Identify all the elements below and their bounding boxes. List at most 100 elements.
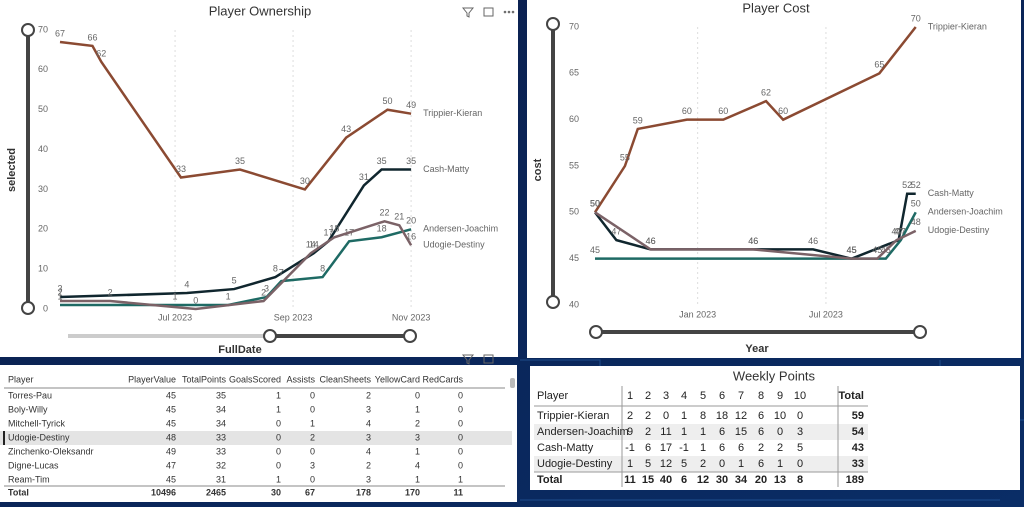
table-cell: 5 — [645, 458, 651, 470]
data-label: 50 — [911, 199, 921, 209]
total-cell: 11 — [624, 474, 636, 486]
column-header: 10 — [794, 390, 806, 402]
table-cell: 33 — [852, 458, 864, 470]
table-cell: 45 — [166, 474, 176, 484]
table-cell: 2 — [758, 442, 764, 454]
table-cell: 0 — [310, 446, 315, 456]
column-header: 6 — [719, 390, 725, 402]
data-label: 21 — [394, 212, 404, 222]
total-cell: Total — [537, 474, 562, 486]
data-label: 18 — [377, 224, 387, 234]
table-cell: 2 — [366, 390, 371, 400]
table-cell: 34 — [216, 418, 226, 428]
total-cell: 189 — [846, 474, 864, 486]
total-cell: 30 — [271, 487, 281, 497]
y-axis-title: selected — [6, 148, 18, 192]
table-cell: 12 — [660, 458, 672, 470]
table-cell: 33 — [216, 446, 226, 456]
column-header: Assists — [286, 374, 315, 384]
data-label: 67 — [55, 28, 65, 38]
legend-label: Udogie-Destiny — [423, 240, 485, 250]
data-label: 35 — [406, 156, 416, 166]
table-cell: 0 — [458, 432, 463, 442]
table-cell: 2 — [415, 418, 420, 428]
table-cell: 2 — [366, 460, 371, 470]
table-cell: 1 — [681, 410, 687, 422]
data-label: 50 — [590, 199, 600, 209]
table-cell: 1 — [415, 474, 420, 484]
data-label: 48 — [911, 217, 921, 227]
x-tick-label: Jul 2023 — [158, 312, 192, 322]
table-cell: 6 — [758, 410, 764, 422]
y-tick-label: 50 — [569, 207, 579, 217]
table-cell: 1 — [310, 418, 315, 428]
x-tick-label: Sep 2023 — [274, 312, 313, 322]
y-tick-label: 40 — [569, 299, 579, 309]
data-label: 46 — [748, 236, 758, 246]
table-cell: 2 — [700, 458, 706, 470]
data-label: 55 — [620, 152, 630, 162]
table-cell: Trippier-Kieran — [537, 410, 609, 422]
data-label: 35 — [235, 156, 245, 166]
column-header: 2 — [645, 390, 651, 402]
selected-row[interactable] — [0, 431, 512, 445]
table-cell: 4 — [366, 446, 371, 456]
table-cell: 1 — [777, 458, 783, 470]
table-cell: 11 — [660, 426, 671, 438]
column-header: 5 — [700, 390, 706, 402]
table-cell: Digne-Lucas — [8, 460, 59, 470]
table-cell: 0 — [458, 418, 463, 428]
table-cell: 1 — [738, 458, 744, 470]
table-cell: Andersen-Joachim — [537, 426, 629, 438]
data-label: 47 — [894, 227, 904, 237]
column-header: RedCards — [422, 374, 463, 384]
data-label: 52 — [902, 180, 912, 190]
table-cell: 33 — [216, 432, 226, 442]
data-label: 20 — [406, 216, 416, 226]
column-header: 7 — [738, 390, 744, 402]
table-cell: 2 — [777, 442, 783, 454]
data-label: 45 — [847, 245, 857, 255]
x-axis-title: FullDate — [218, 344, 261, 356]
table-cell: 1 — [276, 390, 281, 400]
table-cell: 47 — [166, 460, 176, 470]
table-cell: 0 — [458, 460, 463, 470]
table-cell: 1 — [415, 404, 420, 414]
y-range-slider[interactable] — [21, 17, 560, 315]
total-cell: 67 — [305, 487, 315, 497]
table-cell: 6 — [758, 426, 764, 438]
x-range-slider[interactable] — [68, 325, 927, 343]
table-cell: 2 — [627, 410, 633, 422]
total-cell: 12 — [697, 474, 709, 486]
table-cell: 0 — [310, 390, 315, 400]
y-tick-label: 55 — [569, 160, 579, 170]
column-header: Player — [537, 390, 569, 402]
total-cell: Total — [8, 487, 29, 497]
visual-icons[interactable] — [461, 7, 515, 365]
data-label: 46 — [808, 236, 818, 246]
table-cell: 48 — [166, 432, 176, 442]
data-label: 18 — [329, 224, 339, 234]
data-label: 43 — [341, 124, 351, 134]
total-cell: 6 — [681, 474, 687, 486]
data-label: 30 — [300, 176, 310, 186]
data-label: 47 — [611, 227, 621, 237]
table-cell: 1 — [681, 426, 687, 438]
total-cell: 15 — [642, 474, 654, 486]
table-cell: 45 — [166, 418, 176, 428]
table-cell: 0 — [276, 418, 281, 428]
table-cell: 5 — [681, 458, 687, 470]
table-cell: 6 — [719, 442, 725, 454]
table-cell: 6 — [758, 458, 764, 470]
data-label: 47 — [891, 227, 901, 237]
table-cell: 0 — [777, 426, 783, 438]
data-label: 35 — [377, 156, 387, 166]
total-cell: 40 — [660, 474, 672, 486]
table-cell: 0 — [276, 460, 281, 470]
scrollbar[interactable] — [510, 378, 515, 388]
table-cell: 1 — [458, 474, 463, 484]
x-tick-label: Nov 2023 — [392, 312, 431, 322]
row-band — [534, 456, 868, 472]
column-header: GoalsScored — [229, 374, 281, 384]
